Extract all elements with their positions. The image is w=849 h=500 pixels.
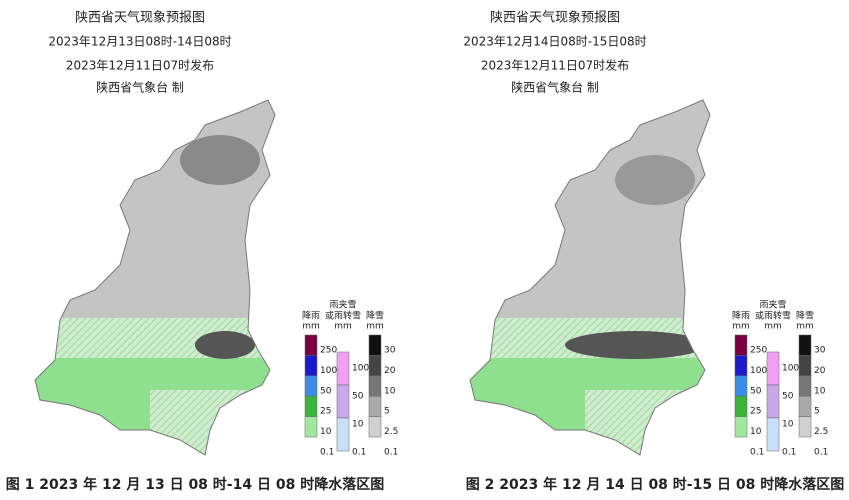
map-issued: 2023年12月11日07时发布	[481, 58, 629, 73]
map-issued: 2023年12月11日07时发布	[66, 58, 214, 73]
legend-tick-label: 25	[320, 407, 331, 417]
legend-swatch	[304, 375, 318, 397]
caption: 图 2 2023 年 12 月 14 日 08 时-15 日 08 时降水落区图	[466, 476, 844, 493]
legend-tick-label: 100	[782, 364, 799, 374]
legend-tick-label: 250	[750, 346, 767, 356]
legend-tick-label: 250	[320, 346, 337, 356]
legend-tick-label: 50	[320, 386, 332, 396]
legend-swatch	[304, 395, 318, 417]
legend-swatch	[798, 355, 812, 377]
legend-tick-label: 100	[320, 366, 337, 376]
legend-tick-label: 100	[352, 364, 369, 374]
legend-tick-label: 20	[814, 366, 826, 376]
legend-unit: mm	[796, 322, 814, 332]
legend-unit: mm	[764, 322, 782, 332]
map-period: 2023年12月13日08时-14日08时	[48, 35, 231, 49]
legend-tick-label: 10	[320, 427, 332, 437]
legend-tick-label: 10	[782, 420, 794, 430]
legend-header: 雨夹雪	[759, 299, 786, 311]
legend-tick-label: 0.1	[814, 448, 828, 458]
legend-tick-label: 50	[782, 392, 794, 402]
snow-area	[195, 331, 255, 359]
snow-area	[180, 135, 260, 185]
legend-tick-label: 50	[750, 386, 762, 396]
legend-unit: mm	[334, 322, 352, 332]
legend-tick-label: 0.1	[384, 448, 398, 458]
legend-swatch	[734, 334, 748, 356]
legend-tick-label: 25	[750, 407, 761, 417]
legend-swatch	[766, 351, 780, 386]
panel: 陕西省天气现象预报图 2023年12月14日08时-15日08时 2023年12月1…	[463, 10, 844, 494]
legend-tick-label: 100	[750, 366, 767, 376]
legend-swatch	[734, 375, 748, 397]
legend-unit: mm	[732, 322, 750, 332]
legend-tick-label: 0.1	[352, 448, 366, 458]
legend-swatch	[368, 395, 382, 417]
legend-tick-label: 0.1	[782, 448, 796, 458]
legend-tick-label: 2.5	[814, 427, 828, 437]
legend-tick-label: 2.5	[384, 427, 398, 437]
legend-swatch	[798, 416, 812, 438]
hatch-area	[35, 318, 275, 358]
legend-swatch	[368, 375, 382, 397]
map-fill	[35, 100, 275, 455]
legend-swatch	[304, 334, 318, 356]
map-title: 陕西省天气现象预报图	[75, 10, 205, 26]
legend-tick-label: 10	[750, 427, 762, 437]
legend-swatch	[734, 395, 748, 417]
legend-tick-label: 10	[814, 386, 826, 396]
caption: 图 1 2023 年 12 月 13 日 08 时-14 日 08 时降水落区图	[6, 476, 384, 493]
map-period: 2023年12月14日08时-15日08时	[463, 35, 646, 49]
legend-swatch	[336, 417, 350, 452]
hatch-area	[150, 390, 275, 455]
legend-swatch	[734, 355, 748, 377]
map	[469, 99, 711, 456]
map-title: 陕西省天气现象预报图	[490, 10, 620, 26]
legend-header: 降雪	[366, 310, 384, 322]
snow-area	[615, 155, 695, 205]
legend-header: 或雨转雪	[325, 310, 361, 322]
legend-header: 或雨转雪	[755, 310, 791, 322]
legend-swatch	[798, 375, 812, 397]
legend-tick-label: 0.1	[750, 448, 764, 458]
legend-tick-label: 5	[384, 407, 390, 417]
legend-header: 降雨	[732, 310, 750, 322]
map-maker: 陕西省气象台 制	[96, 80, 184, 95]
legend-swatch	[766, 384, 780, 419]
legend-header: 雨夹雪	[329, 299, 356, 311]
map	[34, 99, 276, 456]
legend-swatch	[734, 416, 748, 438]
legend-tick-label: 20	[384, 366, 396, 376]
legend-swatch	[798, 334, 812, 356]
legend-header: 降雨	[302, 310, 320, 322]
legend-header: 降雪	[796, 310, 814, 322]
legend-tick-label: 10	[384, 386, 396, 396]
map-maker: 陕西省气象台 制	[511, 80, 599, 95]
legend-unit: mm	[366, 322, 384, 332]
map-fill	[470, 100, 710, 455]
legend-tick-label: 10	[352, 420, 364, 430]
legend-swatch	[304, 355, 318, 377]
legend-swatch	[336, 351, 350, 386]
legend-tick-label: 5	[814, 407, 820, 417]
legend-tick-label: 30	[384, 346, 396, 356]
legend-swatch	[368, 355, 382, 377]
panel: 陕西省天气现象预报图 2023年12月13日08时-14日08时 2023年12月1…	[6, 10, 399, 494]
legend-tick-label: 0.1	[320, 448, 334, 458]
legend-swatch	[368, 334, 382, 356]
snow-area	[565, 331, 705, 359]
hatch-area	[585, 390, 710, 455]
legend-unit: mm	[302, 322, 320, 332]
legend-swatch	[766, 417, 780, 452]
legend-swatch	[336, 384, 350, 419]
legend-tick-label: 50	[352, 392, 364, 402]
legend-swatch	[368, 416, 382, 438]
legend-tick-label: 30	[814, 346, 826, 356]
legend-swatch	[304, 416, 318, 438]
legend-swatch	[798, 395, 812, 417]
